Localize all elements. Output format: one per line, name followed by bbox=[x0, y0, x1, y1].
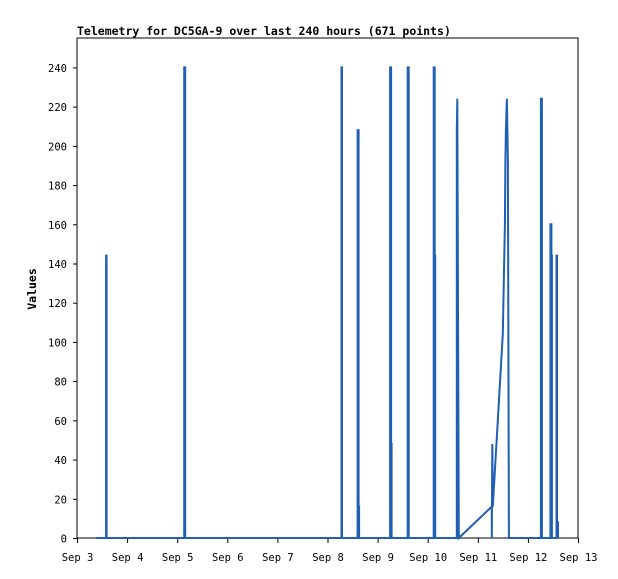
series-line bbox=[96, 66, 559, 541]
x-tick-label: Sep 4 bbox=[112, 552, 144, 564]
y-tick-label: 200 bbox=[48, 141, 67, 153]
y-tick-label: 60 bbox=[54, 416, 67, 428]
x-tick-label: Sep 3 bbox=[62, 552, 94, 564]
y-tick-label: 40 bbox=[54, 455, 67, 467]
y-tick-label: 100 bbox=[48, 337, 67, 349]
y-tick-label: 160 bbox=[48, 220, 67, 232]
y-tick-label: 20 bbox=[54, 494, 67, 506]
x-tick-label: Sep 9 bbox=[362, 552, 394, 564]
x-tick-label: Sep 7 bbox=[262, 552, 294, 564]
y-tick-label: 140 bbox=[48, 259, 67, 271]
x-tick-label: Sep 12 bbox=[509, 552, 547, 564]
y-tick-label: 80 bbox=[54, 377, 67, 389]
y-tick-label: 240 bbox=[48, 63, 67, 75]
x-tick-label: Sep 13 bbox=[560, 552, 598, 564]
y-tick-label: 0 bbox=[61, 534, 67, 546]
y-axis-label: Values bbox=[25, 268, 39, 310]
x-tick-label: Sep 6 bbox=[212, 552, 244, 564]
x-tick-label: Sep 11 bbox=[459, 552, 497, 564]
y-tick-label: 220 bbox=[48, 102, 67, 114]
x-tick-label: Sep 10 bbox=[409, 552, 447, 564]
chart-title: Telemetry for DC5GA-9 over last 240 hour… bbox=[77, 24, 451, 38]
x-tick-label: Sep 8 bbox=[312, 552, 344, 564]
y-tick-label: 120 bbox=[48, 298, 67, 310]
y-tick-label: 180 bbox=[48, 181, 67, 193]
x-tick-label: Sep 5 bbox=[162, 552, 194, 564]
plot-area: 0 20 40 60 80 100 120 140 160 180 200 220 240 Sep 3 Se… bbox=[48, 37, 598, 564]
